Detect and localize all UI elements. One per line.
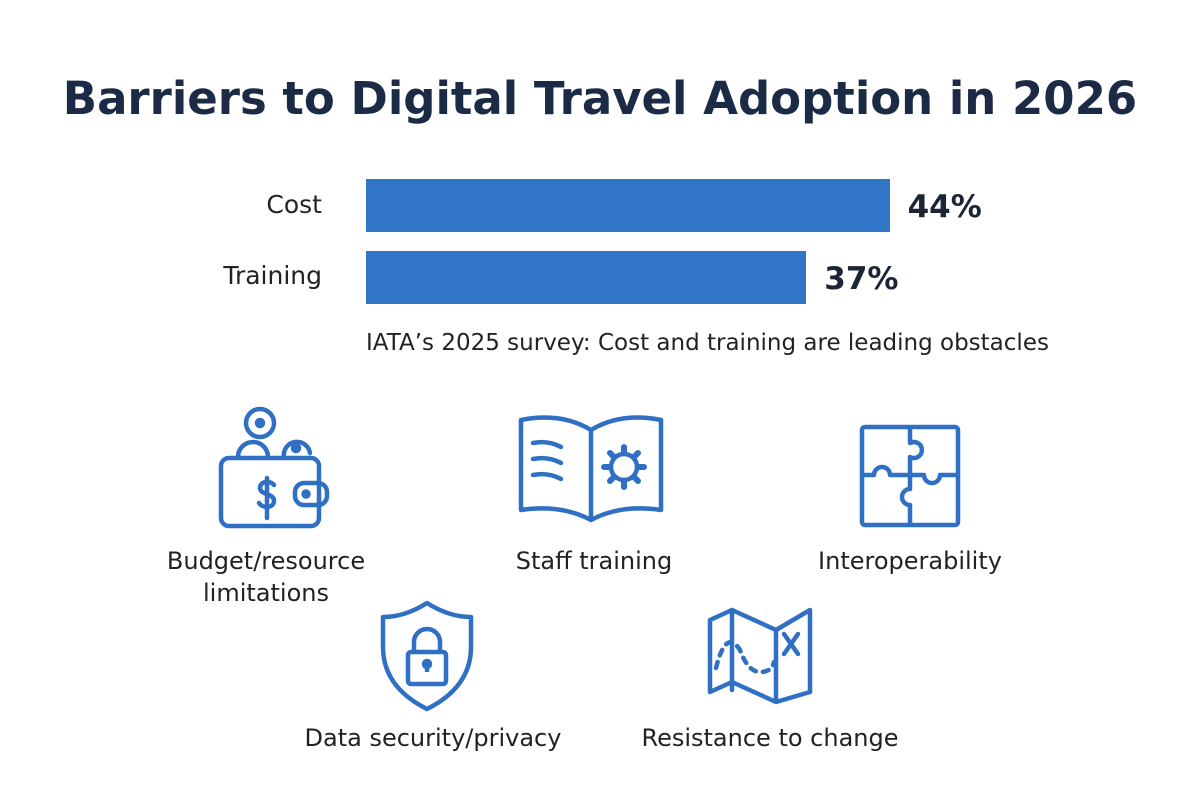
barrier-label-resistance: Resistance to change bbox=[641, 724, 899, 752]
chart-note: IATA’s 2025 survey: Cost and training ar… bbox=[366, 330, 1049, 356]
wallet-coins-icon bbox=[218, 405, 333, 534]
barrier-label-data-security: Data security/privacy bbox=[304, 724, 562, 752]
bar-training bbox=[366, 251, 807, 304]
category-label-cost: Cost bbox=[266, 190, 322, 219]
barrier-label-staff-training: Staff training bbox=[515, 547, 673, 575]
book-gear-icon bbox=[518, 415, 664, 527]
shield-lock-icon bbox=[380, 600, 475, 716]
value-label-training: 37% bbox=[824, 261, 899, 297]
puzzle-icon bbox=[859, 424, 961, 531]
category-label-training: Training bbox=[223, 261, 322, 290]
bar-cost bbox=[366, 179, 890, 232]
map-route-icon bbox=[707, 607, 814, 708]
barrier-label-budget: Budget/resource limitations bbox=[166, 547, 366, 607]
barrier-label-interoperability: Interoperability bbox=[818, 547, 1002, 575]
value-label-cost: 44% bbox=[907, 189, 982, 225]
chart-title: Barriers to Digital Travel Adoption in 2… bbox=[62, 72, 1138, 125]
